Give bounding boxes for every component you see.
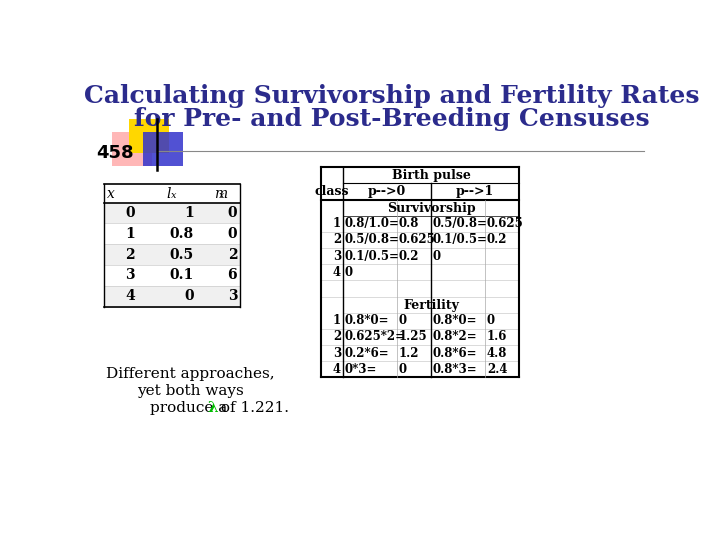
Text: 4: 4 bbox=[125, 289, 135, 303]
Text: p-->1: p-->1 bbox=[456, 185, 495, 198]
Text: 0.8*3=: 0.8*3= bbox=[433, 363, 477, 376]
Text: Different approaches,: Different approaches, bbox=[107, 367, 275, 381]
Text: 0: 0 bbox=[228, 227, 238, 241]
Text: 0: 0 bbox=[487, 314, 495, 327]
Text: 0.1/0.5=: 0.1/0.5= bbox=[344, 249, 399, 262]
Text: 0*3=: 0*3= bbox=[344, 363, 377, 376]
Text: 1.2: 1.2 bbox=[398, 347, 419, 360]
Text: 4: 4 bbox=[333, 363, 341, 376]
Text: x: x bbox=[220, 191, 225, 200]
Text: 0: 0 bbox=[125, 206, 135, 220]
Text: 0.8/1.0=: 0.8/1.0= bbox=[344, 217, 399, 230]
Text: p-->0: p-->0 bbox=[368, 185, 406, 198]
Text: 2: 2 bbox=[228, 248, 238, 261]
Text: 0.8: 0.8 bbox=[170, 227, 194, 241]
Text: 0.8*6=: 0.8*6= bbox=[433, 347, 477, 360]
Text: for Pre- and Post-Breeding Censuses: for Pre- and Post-Breeding Censuses bbox=[135, 107, 650, 131]
Text: 1: 1 bbox=[333, 314, 341, 327]
Text: 0: 0 bbox=[344, 266, 352, 279]
Text: 0.625: 0.625 bbox=[398, 233, 435, 246]
Text: 4.8: 4.8 bbox=[487, 347, 507, 360]
Text: 0.8*0=: 0.8*0= bbox=[433, 314, 477, 327]
Bar bbox=[104, 202, 240, 224]
Text: 3: 3 bbox=[228, 289, 238, 303]
Text: 6: 6 bbox=[228, 268, 238, 282]
Text: λ: λ bbox=[208, 401, 219, 415]
Text: 0: 0 bbox=[398, 363, 407, 376]
Text: of 1.221.: of 1.221. bbox=[216, 401, 289, 415]
Text: 3: 3 bbox=[333, 249, 341, 262]
Text: 2: 2 bbox=[333, 233, 341, 246]
Text: 1.25: 1.25 bbox=[398, 330, 427, 343]
Bar bbox=[112, 132, 152, 166]
Text: 2: 2 bbox=[333, 330, 341, 343]
Text: produce a: produce a bbox=[150, 401, 233, 415]
Text: x: x bbox=[107, 187, 115, 201]
Text: 0.8: 0.8 bbox=[398, 217, 419, 230]
Bar bbox=[104, 286, 240, 307]
Text: 1: 1 bbox=[125, 227, 135, 241]
Text: 3: 3 bbox=[125, 268, 135, 282]
Text: 0: 0 bbox=[228, 206, 238, 220]
Text: 2.4: 2.4 bbox=[487, 363, 508, 376]
Text: 0.5/0.8=: 0.5/0.8= bbox=[344, 233, 399, 246]
Text: Survivorship: Survivorship bbox=[387, 201, 475, 214]
Text: Calculating Survivorship and Fertility Rates: Calculating Survivorship and Fertility R… bbox=[84, 84, 700, 107]
Text: 0.5/0.8=: 0.5/0.8= bbox=[433, 217, 487, 230]
Text: 1.6: 1.6 bbox=[487, 330, 507, 343]
Text: 1: 1 bbox=[333, 217, 341, 230]
Text: Birth pulse: Birth pulse bbox=[392, 169, 470, 182]
Text: 0.2: 0.2 bbox=[398, 249, 419, 262]
Text: 4: 4 bbox=[333, 266, 341, 279]
Bar bbox=[129, 119, 169, 153]
Text: 0.2*6=: 0.2*6= bbox=[344, 347, 389, 360]
Bar bbox=[104, 244, 240, 265]
Text: m: m bbox=[214, 187, 227, 201]
Text: l: l bbox=[166, 187, 171, 201]
Text: 0.625*2=: 0.625*2= bbox=[344, 330, 405, 343]
Text: 0.1: 0.1 bbox=[170, 268, 194, 282]
Text: 2: 2 bbox=[125, 248, 135, 261]
Text: Fertility: Fertility bbox=[403, 299, 459, 312]
Text: 0: 0 bbox=[184, 289, 194, 303]
Text: 0: 0 bbox=[433, 249, 441, 262]
Text: 1: 1 bbox=[184, 206, 194, 220]
Text: x: x bbox=[171, 191, 176, 200]
Text: 0.5: 0.5 bbox=[170, 248, 194, 261]
Text: 3: 3 bbox=[333, 347, 341, 360]
Text: 458: 458 bbox=[96, 144, 134, 163]
Text: 0.625: 0.625 bbox=[487, 217, 523, 230]
Text: 0.1/0.5=: 0.1/0.5= bbox=[433, 233, 487, 246]
Text: 0: 0 bbox=[398, 314, 407, 327]
Text: class: class bbox=[315, 185, 349, 198]
Text: 0.8*0=: 0.8*0= bbox=[344, 314, 389, 327]
Bar bbox=[143, 132, 183, 166]
Text: yet both ways: yet both ways bbox=[138, 384, 244, 399]
Text: 0.2: 0.2 bbox=[487, 233, 508, 246]
Text: 0.8*2=: 0.8*2= bbox=[433, 330, 477, 343]
